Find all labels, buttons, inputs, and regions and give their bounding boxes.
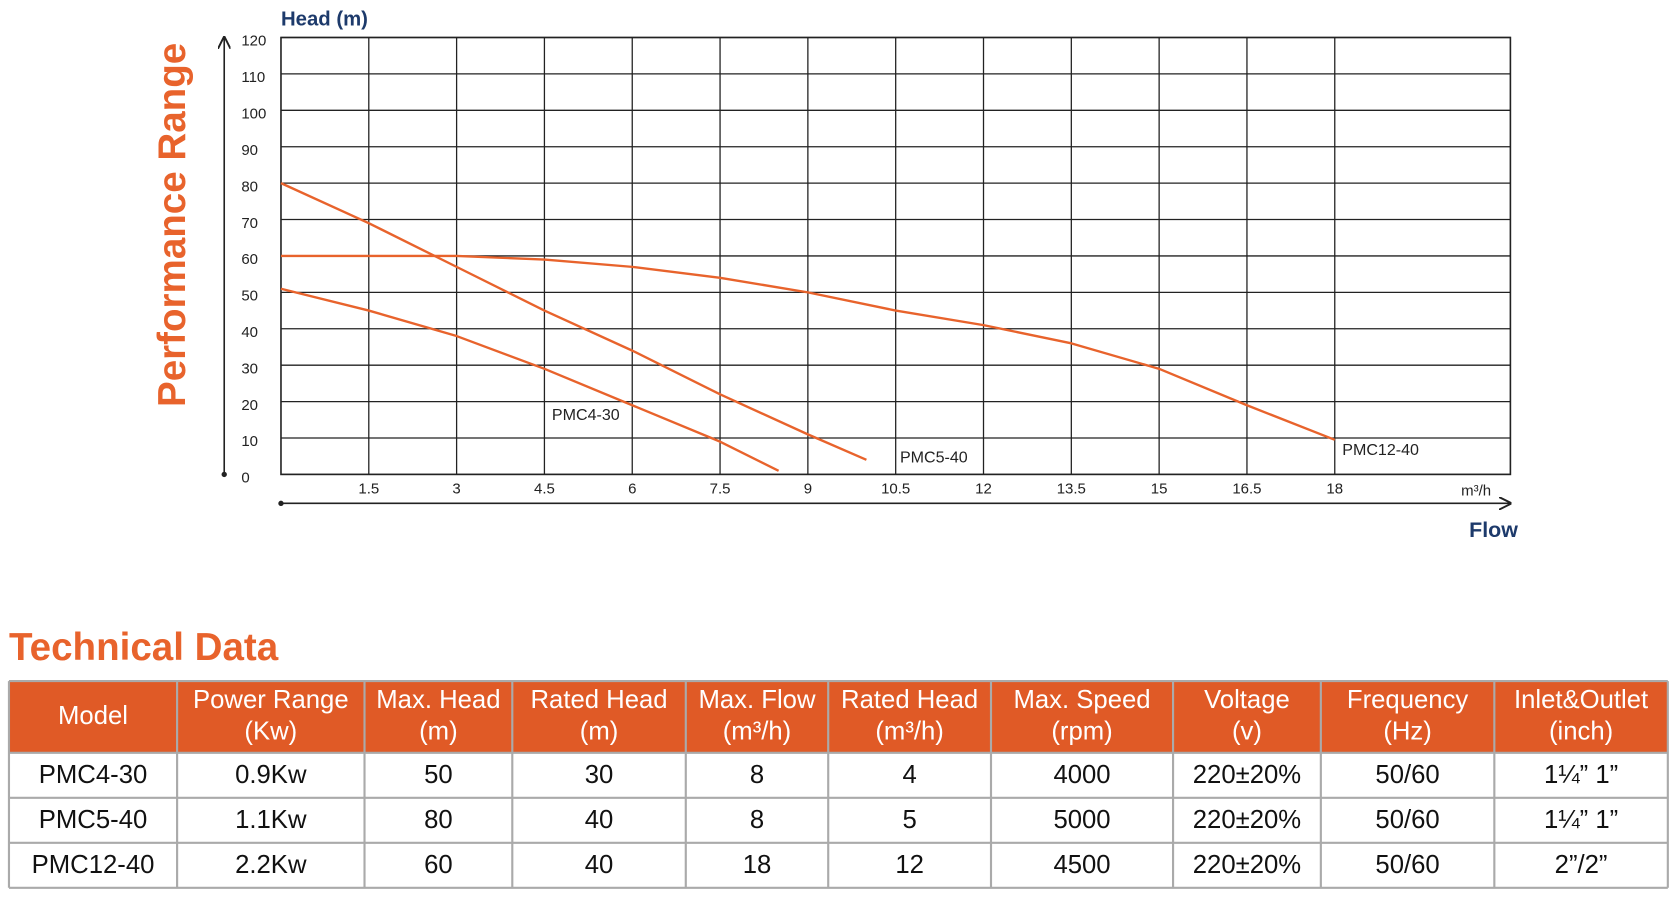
x-tick-label: 9 xyxy=(804,480,812,497)
table-cell: 220±20% xyxy=(1193,761,1301,789)
chart-title: Performance Range xyxy=(151,43,194,407)
series-label: PMC12-40 xyxy=(1342,441,1419,459)
x-axis-title: Flow xyxy=(1469,518,1518,542)
table-cell: 30 xyxy=(585,761,614,789)
table-cell: 5000 xyxy=(1053,806,1110,834)
table-header: (m³/h) xyxy=(723,717,791,745)
table-cell: 18 xyxy=(743,851,772,879)
series-line xyxy=(280,287,780,472)
table-cell: 40 xyxy=(585,806,614,834)
table-header: Max. Head xyxy=(376,686,500,714)
table-header: (rpm) xyxy=(1051,717,1112,745)
y-axis-title: Head (m) xyxy=(281,9,368,31)
axis-dot xyxy=(278,500,284,507)
table-header: (m) xyxy=(580,717,619,745)
series-label: PMC5-40 xyxy=(900,449,968,467)
table-cell: 8 xyxy=(750,806,764,834)
table-cell: 5 xyxy=(902,806,916,834)
table-cell: 8 xyxy=(750,761,764,789)
y-tick-label: 10 xyxy=(241,433,258,450)
x-tick-label: 7.5 xyxy=(710,480,731,497)
table-cell: 80 xyxy=(424,806,453,834)
y-tick-label: 110 xyxy=(241,69,265,86)
x-tick-label: 6 xyxy=(628,480,636,497)
x-tick-label: 1.5 xyxy=(358,480,379,497)
x-unit: m³/h xyxy=(1461,483,1491,500)
y-tick-label: 20 xyxy=(241,397,258,414)
series-line xyxy=(280,182,867,461)
table-cell: 1¼” 1” xyxy=(1544,761,1618,789)
table-cell: 50/60 xyxy=(1375,851,1439,879)
x-tick-label: 13.5 xyxy=(1057,480,1086,497)
table-cell: 0.9Kw xyxy=(235,761,307,789)
y-tick-label: 100 xyxy=(241,106,266,123)
table-header: (Kw) xyxy=(244,717,297,745)
table-header: Power Range xyxy=(193,686,349,714)
table-cell: 50/60 xyxy=(1375,761,1439,789)
x-tick-label: 15 xyxy=(1151,480,1168,497)
table-cell: 1.1Kw xyxy=(235,806,307,834)
y-tick-label: 70 xyxy=(241,215,258,232)
x-tick-label: 18 xyxy=(1326,480,1343,497)
axis-dot xyxy=(221,471,227,478)
table-cell: 2.2Kw xyxy=(235,851,307,879)
table-header: Inlet&Outlet xyxy=(1514,686,1648,714)
table-cell: PMC4-30 xyxy=(39,761,148,789)
table-header: (Hz) xyxy=(1383,717,1432,745)
table-cell: 12 xyxy=(895,851,924,879)
table-cell: 220±20% xyxy=(1193,806,1301,834)
table-cell: 4000 xyxy=(1053,761,1110,789)
y-tick-label: 0 xyxy=(241,470,249,487)
table-cell: 4500 xyxy=(1053,851,1110,879)
y-tick-label: 40 xyxy=(241,324,258,341)
series-line xyxy=(280,254,1336,441)
x-tick-label: 10.5 xyxy=(881,480,910,497)
table-cell: 50 xyxy=(424,761,453,789)
x-tick-label: 4.5 xyxy=(534,480,555,497)
table-header: Model xyxy=(58,702,128,730)
y-tick-label: 30 xyxy=(241,360,258,377)
table-header: Voltage xyxy=(1204,686,1290,714)
table-title: Technical Data xyxy=(9,626,279,669)
table-cell: PMC12-40 xyxy=(32,851,155,879)
table-header: (m) xyxy=(419,717,458,745)
table-cell: 2”/2” xyxy=(1555,851,1608,879)
table-cell: 40 xyxy=(585,851,614,879)
table-cell: 60 xyxy=(424,851,453,879)
y-tick-label: 80 xyxy=(241,178,258,195)
table-cell: 1¼” 1” xyxy=(1544,806,1618,834)
table-cell: 220±20% xyxy=(1193,851,1301,879)
x-tick-label: 16.5 xyxy=(1232,480,1261,497)
x-tick-label: 3 xyxy=(452,480,460,497)
table-cell: PMC5-40 xyxy=(39,806,148,834)
y-tick-label: 120 xyxy=(241,33,266,50)
table-header: Rated Head xyxy=(841,686,978,714)
table-header: (inch) xyxy=(1549,717,1613,745)
y-tick-label: 90 xyxy=(241,142,258,159)
y-tick-label: 60 xyxy=(241,251,258,268)
table-cell: 50/60 xyxy=(1375,806,1439,834)
table-header: (m³/h) xyxy=(875,717,943,745)
x-tick-label: 12 xyxy=(975,480,992,497)
y-tick-label: 50 xyxy=(241,288,258,305)
table-header: Frequency xyxy=(1347,686,1469,714)
table-header: Rated Head xyxy=(530,686,667,714)
table-header: Max. Flow xyxy=(698,686,815,714)
table-cell: 4 xyxy=(902,761,916,789)
table-header: Max. Speed xyxy=(1013,686,1150,714)
table-header: (v) xyxy=(1232,717,1262,745)
series-label: PMC4-30 xyxy=(552,406,620,424)
table-header-bg xyxy=(8,681,1668,753)
